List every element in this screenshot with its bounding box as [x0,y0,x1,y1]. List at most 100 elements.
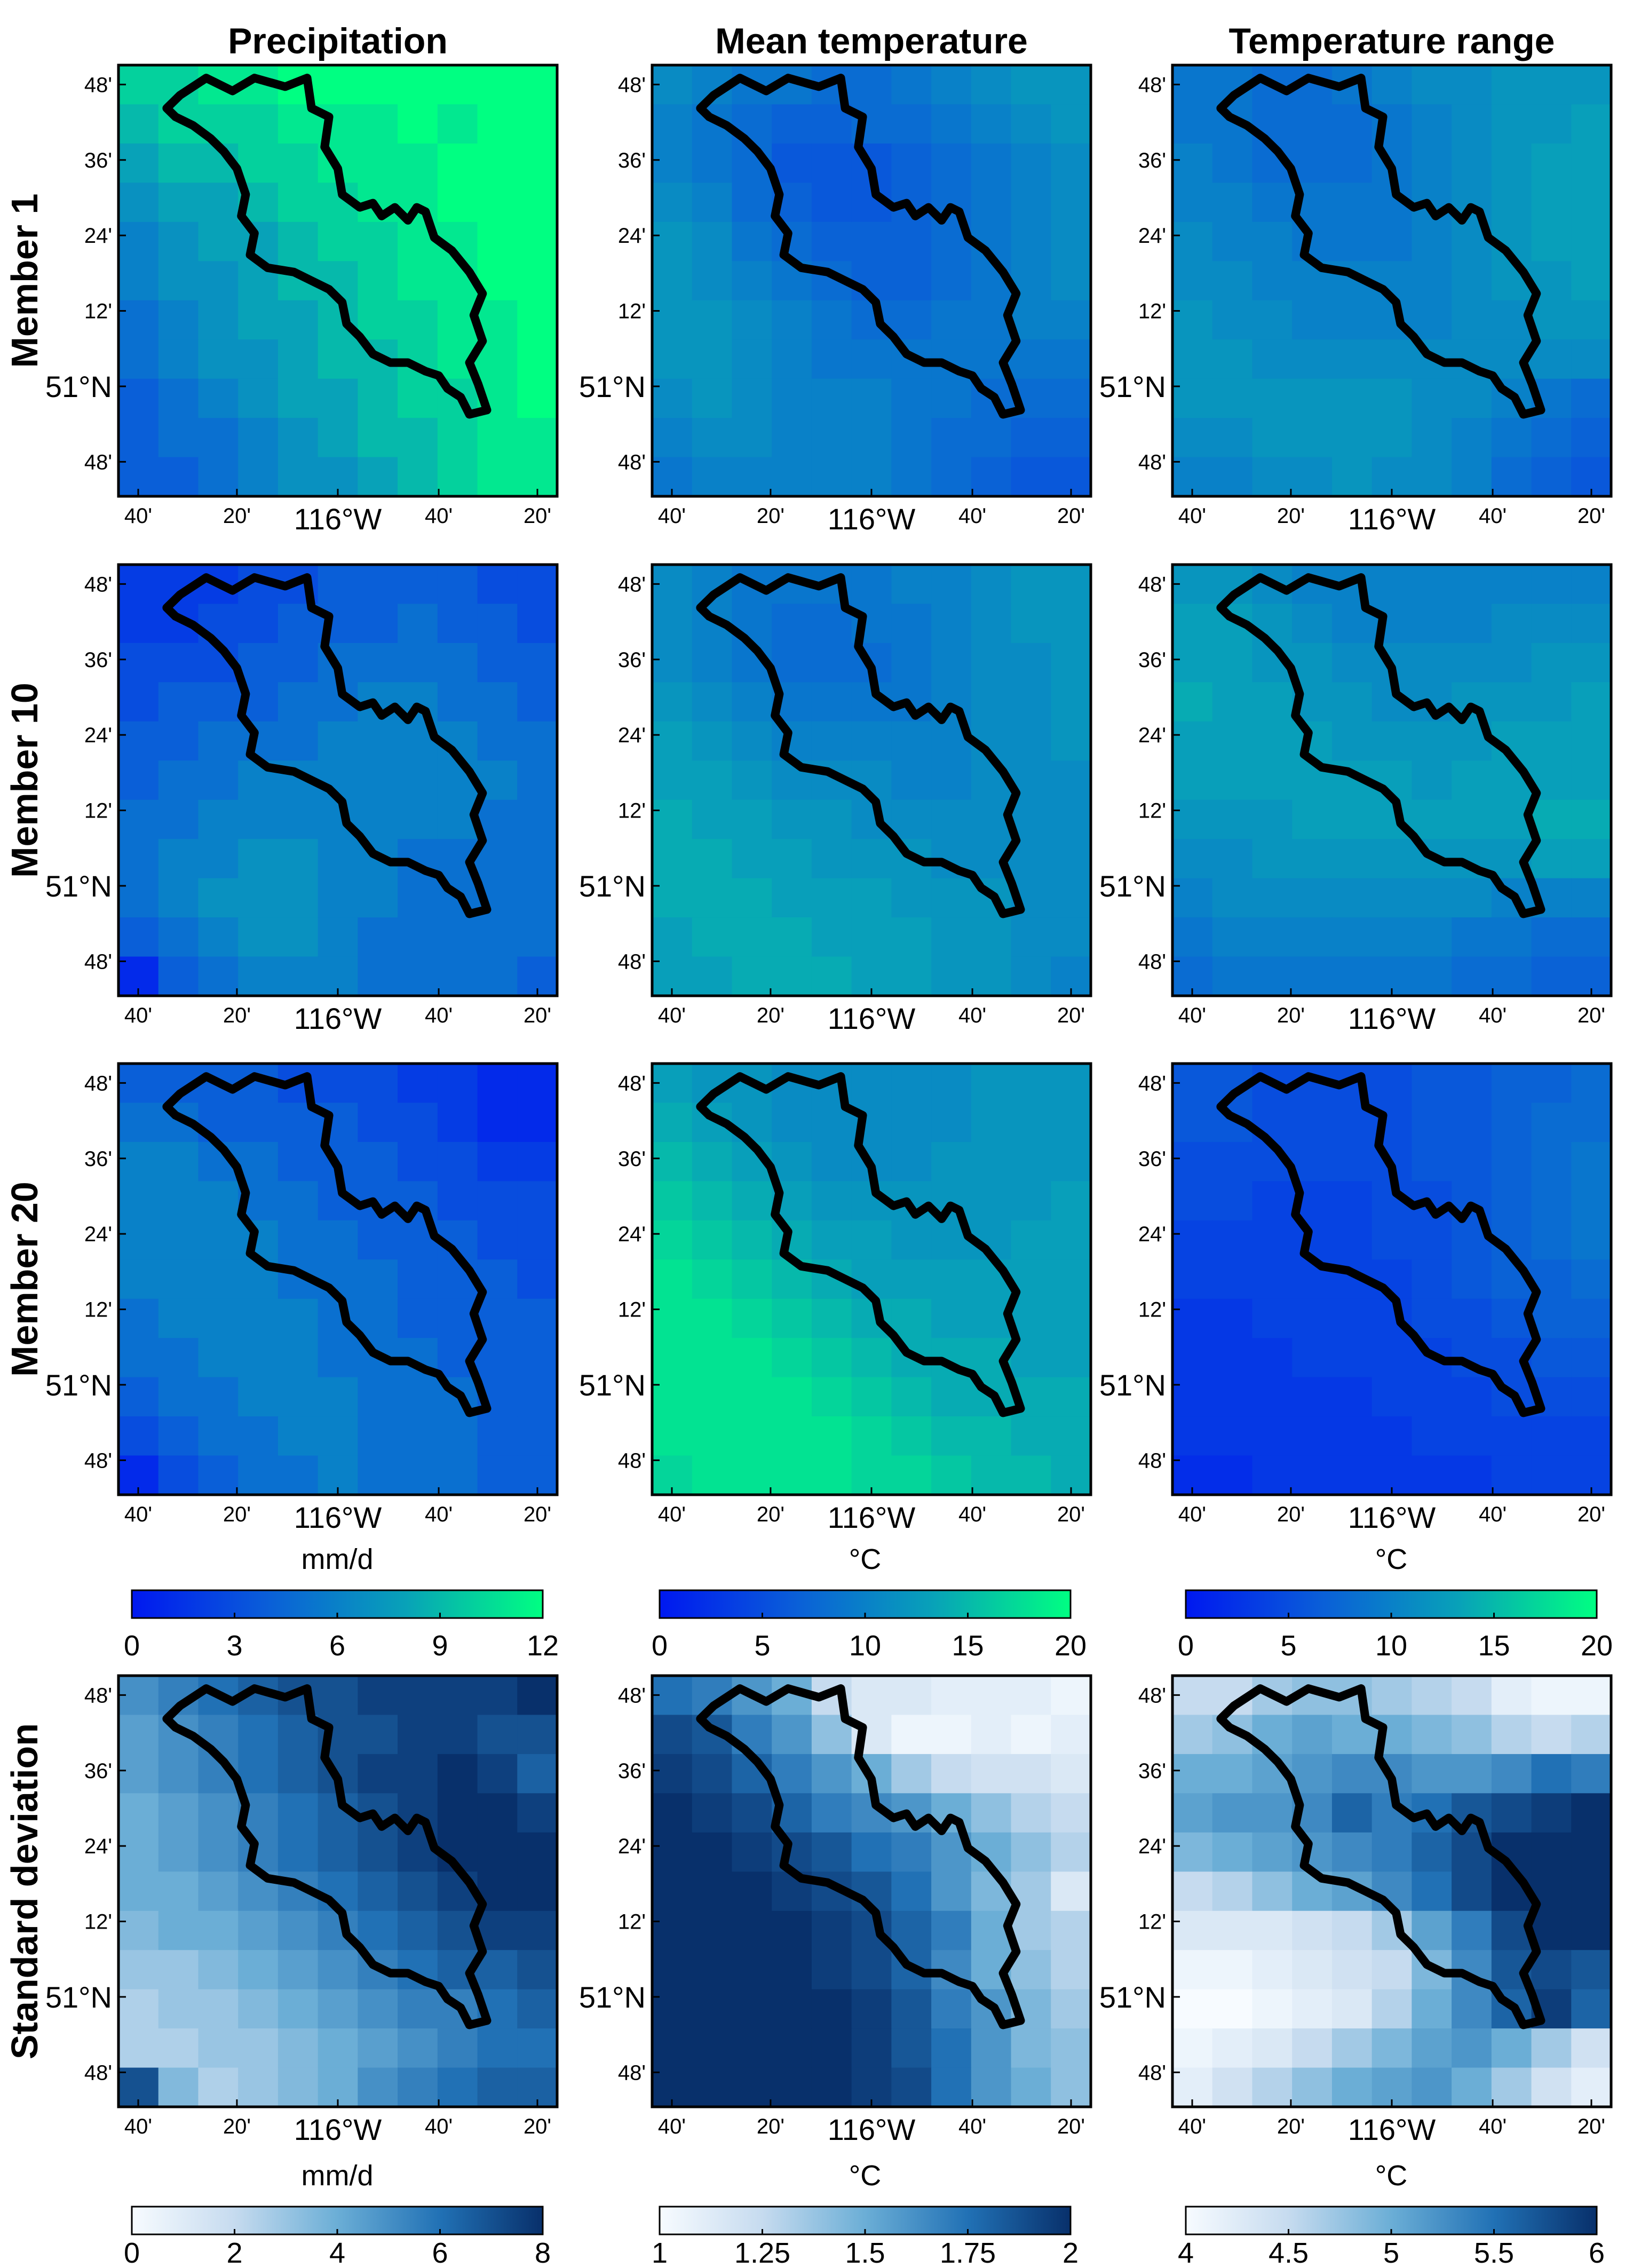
y-tick-label: 24' [1138,224,1166,248]
panel-std-precipitation: 48' 36' 24' 12' 51°N 48' 40' 20' 116°W 40' 20' [45,1674,559,2146]
heatmap-cell [971,956,1012,996]
heatmap-cell [1172,1141,1213,1181]
heatmap-cell [1051,378,1091,418]
panel-std-temperature_range: 48' 36' 24' 12' 51°N 48' 40' 20' 116°W 40' 20' [1099,1674,1613,2146]
heatmap-cell [692,799,733,839]
colorbar-tick-label: 8 [535,2237,551,2268]
heatmap-cell [811,682,852,722]
heatmap-cell [318,1950,358,1990]
heatmap-cell [652,221,693,261]
heatmap-cell [1412,721,1452,761]
heatmap-cell [318,418,358,458]
heatmap-cell [1252,1989,1293,2029]
heatmap-cell [477,2028,518,2068]
heatmap-cell [517,1298,558,1338]
heatmap-cell [1571,143,1612,183]
heatmap-cell [1051,143,1091,183]
heatmap-cell [1011,643,1051,683]
heatmap-cell [1212,799,1253,839]
heatmap-cell [851,1338,892,1378]
heatmap-cell [1571,1872,1612,1912]
heatmap-cell [1051,682,1091,722]
heatmap-cell [1252,1455,1293,1495]
heatmap-cell [1051,917,1091,957]
heatmap-cell [118,143,159,183]
heatmap-cell [198,300,239,340]
heatmap-cell [398,956,438,996]
heatmap-cell [318,1064,358,1104]
heatmap-cell [772,1377,812,1417]
heatmap-cell [811,721,852,761]
heatmap-cell [1011,1793,1051,1833]
heatmap-cell [1051,1989,1091,2029]
heatmap-cell [1011,721,1051,761]
x-tick-label: 20' [1577,504,1605,528]
heatmap-cell [732,457,772,497]
colorbar-tick-label: 4.5 [1269,2237,1309,2268]
heatmap-cell [477,1754,518,1794]
heatmap-cell [1172,1377,1213,1417]
heatmap-cell [517,261,558,301]
heatmap-cell [1412,1872,1452,1912]
heatmap-cell [772,799,812,839]
x-tick-label: 40' [425,2115,453,2138]
x-tick-label: 116°W [294,1002,382,1035]
heatmap-cell [1331,183,1373,223]
heatmap-cell [811,1832,852,1872]
heatmap-cell [1491,1141,1532,1181]
colorbar-tick-label: 5 [1383,2237,1399,2268]
heatmap-cell [1212,956,1253,996]
heatmap-cell [732,1181,772,1221]
heatmap-cell [692,1141,733,1181]
heatmap-cell [198,1416,239,1456]
colorbar-tick-label: 5.5 [1474,2237,1514,2268]
heatmap-cell [891,760,932,800]
heatmap-cell [1491,643,1532,683]
heatmap-cell [692,1950,733,1990]
heatmap-cell [477,104,518,144]
heatmap-cell [1571,300,1612,340]
heatmap-cell [851,65,892,105]
heatmap-cell [1212,1259,1253,1299]
heatmap-cell [278,1455,319,1495]
heatmap-cell [238,1989,279,2029]
heatmap-cell [851,1676,892,1716]
heatmap-cell [238,956,279,996]
heatmap-cell [1491,956,1532,996]
heatmap-cell [1252,1950,1293,1990]
heatmap-cell [931,1377,972,1417]
heatmap-cell [198,721,239,761]
heatmap-cell [398,1715,438,1755]
heatmap-cell [517,418,558,458]
heatmap-cell [851,1377,892,1417]
heatmap-cell [1531,565,1572,605]
heatmap-cell [517,183,558,223]
heatmap-cell [1172,339,1213,379]
heatmap-cell [772,917,812,957]
colorbar-tick-label: 0 [124,1630,140,1662]
heatmap-cell [118,1950,159,1990]
heatmap-cell [732,2067,772,2107]
y-tick-label: 48' [1138,573,1166,596]
heatmap-cell [931,1989,972,2029]
heatmap-cell [1571,682,1612,722]
heatmap-cell [1252,1416,1293,1456]
heatmap-cell [1172,1338,1213,1378]
heatmap-cell [1292,721,1333,761]
y-tick-label: 12' [84,1298,112,1322]
y-tick-label: 48' [84,2061,112,2084]
colorbar-tick-label: 6 [432,2237,448,2268]
heatmap-cell [158,682,199,722]
heatmap-cell [278,183,319,223]
heatmap-cell [1051,2028,1091,2068]
heatmap-cell [692,378,733,418]
heatmap-cell [238,721,279,761]
heatmap-cell [1331,1950,1373,1990]
heatmap-cell [238,1416,279,1456]
column-title-mean_temperature: Mean temperature [715,21,1028,61]
heatmap-cell [198,261,239,301]
heatmap-cell [1452,1298,1492,1338]
heatmap-cell [318,339,358,379]
heatmap-cell [1292,418,1333,458]
x-tick-label: 20' [223,504,251,528]
